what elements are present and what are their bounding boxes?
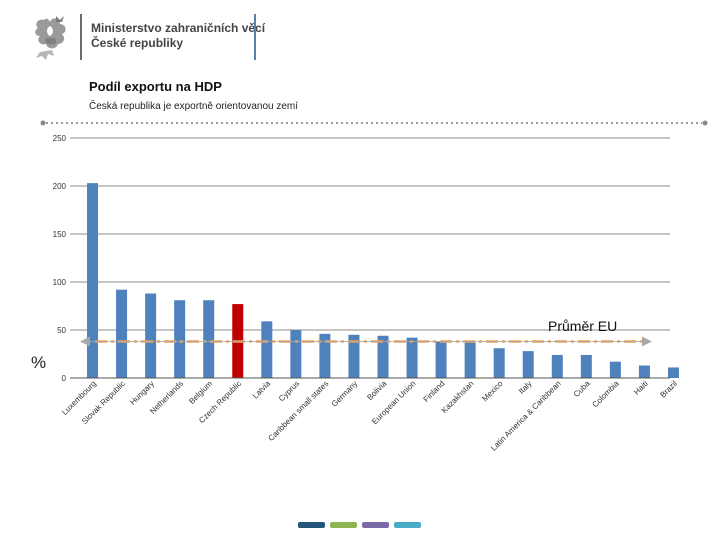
y-tick-label-50: 50: [57, 326, 66, 335]
header-divider: [80, 14, 82, 60]
x-tick-label-18: Colombia: [591, 379, 622, 410]
bar-17: [580, 354, 592, 378]
x-tick-label-6: Latvia: [251, 379, 273, 401]
bar-3: [174, 300, 186, 378]
slide-title: Podíl exportu na HDP: [89, 79, 222, 94]
swatch-2: [330, 522, 357, 528]
bar-4: [203, 300, 215, 378]
x-tick-label-7: Cyprus: [277, 379, 301, 403]
bar-8: [319, 333, 331, 378]
x-tick-label-4: Belgium: [187, 379, 214, 406]
arrow-head-left: [80, 336, 90, 347]
x-tick-label-12: Finland: [422, 379, 447, 404]
bar-19: [638, 365, 650, 378]
coat-of-arms-icon: [35, 16, 66, 60]
arrow-head-right: [642, 336, 652, 347]
bar-20: [667, 367, 679, 378]
header: Ministerstvo zahraničních věcí České rep…: [0, 0, 720, 70]
swatch-4: [394, 522, 421, 528]
eu-average-label: Průměr EU: [548, 318, 618, 334]
x-tick-label-20: Brazil: [658, 379, 679, 400]
ministry-name: Ministerstvo zahraničních věcí České rep…: [91, 21, 265, 51]
color-swatches: [298, 522, 422, 528]
bar-1: [116, 289, 128, 378]
bar-14: [493, 348, 505, 378]
y-tick-label-250: 250: [53, 134, 67, 143]
x-tick-label-17: Cuba: [572, 379, 592, 399]
x-tick-label-14: Mexico: [480, 379, 505, 404]
y-axis-unit-label: %: [31, 353, 47, 372]
ministry-name-line1: Ministerstvo zahraničních věcí: [91, 21, 266, 35]
bar-13: [464, 342, 476, 378]
y-tick-label-0: 0: [62, 374, 67, 383]
bar-11: [406, 337, 418, 378]
swatch-3: [362, 522, 389, 528]
bar-10: [377, 335, 389, 378]
x-tick-label-10: Bolivia: [365, 379, 388, 402]
y-tick-label-150: 150: [53, 230, 67, 239]
dotted-separator: [40, 120, 708, 126]
bar-12: [435, 341, 447, 378]
header-accent-divider: [254, 14, 256, 60]
x-tick-label-19: Haiti: [632, 379, 650, 397]
x-tick-label-2: Hungary: [128, 379, 156, 407]
bar-9: [348, 334, 360, 378]
bar-0: [87, 183, 99, 378]
bar-15: [522, 351, 534, 378]
bar-16: [551, 354, 563, 378]
y-tick-label-100: 100: [53, 278, 67, 287]
bar-18: [609, 361, 621, 378]
ministry-name-line2: České republiky: [91, 36, 184, 50]
swatch-1: [298, 522, 325, 528]
y-tick-label-200: 200: [53, 182, 67, 191]
bar-7: [290, 330, 302, 378]
bar-6: [261, 321, 273, 378]
x-tick-label-15: Italy: [517, 379, 534, 396]
bar-2: [145, 293, 157, 378]
x-tick-label-8: Caribbean small states: [266, 379, 330, 443]
x-tick-label-9: Germany: [330, 379, 360, 409]
slide-subtitle: Česká republika je exportně orientovanou…: [89, 101, 299, 112]
